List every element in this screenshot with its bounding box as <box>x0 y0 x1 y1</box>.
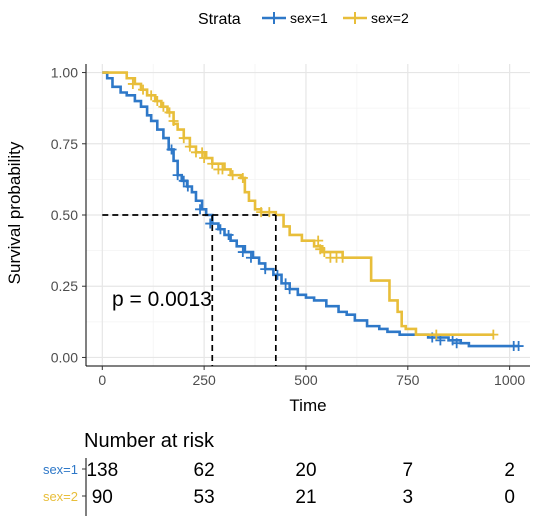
censor-mark <box>146 90 157 101</box>
censor-mark <box>152 96 163 107</box>
y-tick-label: 0.75 <box>51 136 78 152</box>
censor-mark <box>215 224 226 235</box>
risk-count-sex=1: 2 <box>504 460 515 481</box>
risk-count-sex=2: 90 <box>92 487 113 508</box>
censor-mark <box>138 84 149 95</box>
censor-mark <box>284 284 295 295</box>
censor-mark <box>168 115 179 126</box>
risk-count-sex=2: 3 <box>403 487 414 508</box>
risk-count-sex=1: 62 <box>194 460 215 481</box>
survival-curve-sex=1 <box>102 71 519 348</box>
censor-mark <box>178 175 189 186</box>
risk-count-sex=2: 0 <box>504 487 515 508</box>
x-tick-label: 1000 <box>494 372 525 388</box>
censor-mark <box>451 338 462 349</box>
censor-mark <box>195 204 206 215</box>
censor-mark <box>207 158 218 169</box>
legend-label-sex=1: sex=1 <box>290 10 328 26</box>
censor-mark <box>319 247 330 258</box>
censor-mark <box>164 107 175 118</box>
censor-mark <box>199 153 210 164</box>
censor-mark <box>435 335 446 346</box>
censor-mark <box>227 170 238 181</box>
censor-mark <box>166 144 177 155</box>
y-tick-label: 0.00 <box>51 349 78 365</box>
censor-mark <box>237 247 248 258</box>
censor-mark <box>205 218 216 229</box>
censor-mark <box>313 235 324 246</box>
censor-mark <box>172 170 183 181</box>
legend-label-sex=2: sex=2 <box>371 10 409 26</box>
censor-mark <box>513 341 524 352</box>
censor-mark <box>182 181 193 192</box>
censor-mark <box>178 133 189 144</box>
censor-mark <box>184 141 195 152</box>
plot-area: 0.00 0.25 0.50 0.75 1.00 0 250 500 750 1000 p = 0… <box>5 64 530 415</box>
censor-mark <box>197 147 208 158</box>
risk-count-sex=1: 20 <box>295 460 316 481</box>
censor-mark <box>272 269 283 280</box>
risk-count-sex=1: 138 <box>86 460 118 481</box>
risk-count-sex=1: 7 <box>403 460 414 481</box>
y-axis-title: Survival probability <box>5 141 24 284</box>
censor-mark <box>264 207 275 218</box>
censor-mark <box>260 264 271 275</box>
risk-table-title: Number at risk <box>84 430 215 452</box>
censor-mark <box>217 164 228 175</box>
x-tick-label: 0 <box>98 372 106 388</box>
y-tick-label: 1.00 <box>51 65 78 81</box>
p-value-annotation: p = 0.0013 <box>112 288 212 311</box>
censor-mark <box>127 78 138 89</box>
censor-mark <box>158 101 169 112</box>
censor-mark <box>245 252 256 263</box>
legend-title: Strata <box>198 11 241 28</box>
risk-table: Number at risk sex=1 138 62 20 7 2 sex=2 90 53 21… <box>43 430 515 516</box>
censor-mark <box>337 252 348 263</box>
risk-row-label: sex=2 <box>43 489 78 504</box>
y-tick-label: 0.50 <box>51 207 78 223</box>
y-tick-label: 0.25 <box>51 278 78 294</box>
censor-mark <box>280 278 291 289</box>
risk-row-label: sex=1 <box>43 462 78 477</box>
x-axis-title: Time <box>289 396 326 415</box>
censor-mark <box>237 172 248 183</box>
censor-mark <box>488 329 499 340</box>
risk-count-sex=2: 21 <box>295 487 316 508</box>
censor-mark <box>431 329 442 340</box>
x-tick-label: 750 <box>396 372 420 388</box>
risk-count-sex=2: 53 <box>194 487 215 508</box>
x-tick-label: 500 <box>294 372 318 388</box>
x-tick-label: 250 <box>192 372 216 388</box>
legend: Strata sex=1 sex=2 <box>198 10 409 28</box>
censor-mark <box>223 229 234 240</box>
